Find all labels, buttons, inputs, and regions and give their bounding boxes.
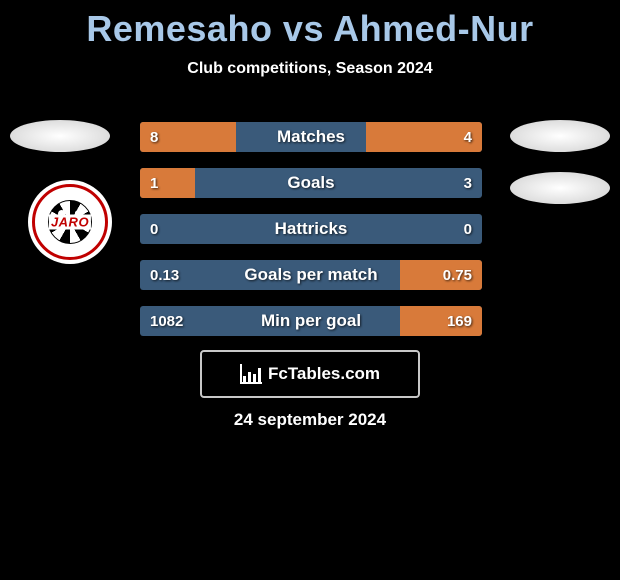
date-label: 24 september 2024	[0, 410, 620, 430]
bar-goals-per-match: 0.13 Goals per match 0.75	[140, 260, 482, 290]
bar-chart-icon	[240, 364, 262, 384]
bar-value-right: 0	[464, 214, 472, 244]
bar-label: Hattricks	[140, 214, 482, 244]
bar-matches: 8 Matches 4	[140, 122, 482, 152]
bar-value-right: 3	[464, 168, 472, 198]
bar-hattricks: 0 Hattricks 0	[140, 214, 482, 244]
brand-text: FcTables.com	[268, 364, 380, 384]
player-left-placeholder	[10, 120, 110, 152]
bar-label: Min per goal	[140, 306, 482, 336]
bar-value-right: 169	[447, 306, 472, 336]
comparison-bars: 8 Matches 4 1 Goals 3 0 Hattricks 0 0.13…	[140, 122, 482, 352]
page-title: Remesaho vs Ahmed-Nur	[0, 0, 620, 50]
bar-min-per-goal: 1082 Min per goal 169	[140, 306, 482, 336]
bar-label: Goals	[140, 168, 482, 198]
bar-label: Goals per match	[140, 260, 482, 290]
player-right-placeholder-1	[510, 120, 610, 152]
bar-value-right: 0.75	[443, 260, 472, 290]
bar-label: Matches	[140, 122, 482, 152]
brand-box: FcTables.com	[200, 350, 420, 398]
club-logo: JARO	[28, 180, 112, 264]
club-logo-text: JARO	[49, 215, 91, 230]
bar-goals: 1 Goals 3	[140, 168, 482, 198]
player-right-placeholder-2	[510, 172, 610, 204]
bar-value-right: 4	[464, 122, 472, 152]
page-subtitle: Club competitions, Season 2024	[0, 60, 620, 78]
